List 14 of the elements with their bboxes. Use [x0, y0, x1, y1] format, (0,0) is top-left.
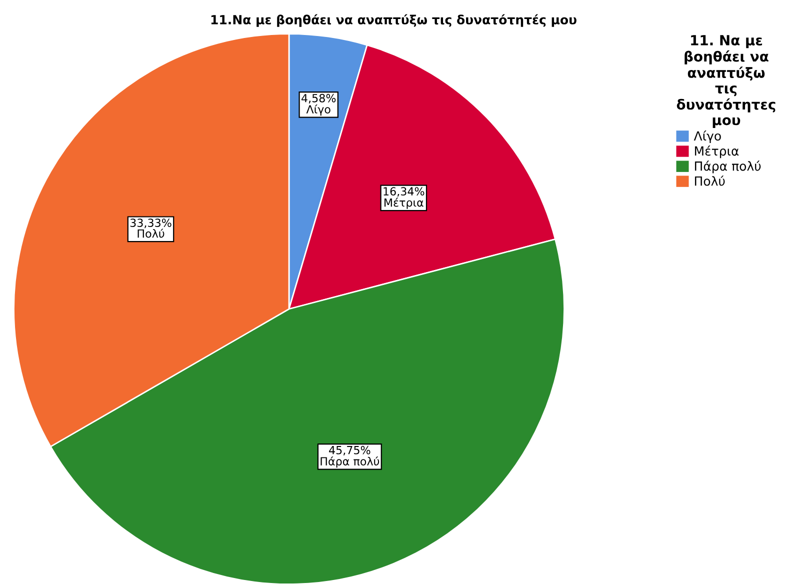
- legend-label: Μέτρια: [694, 146, 739, 158]
- data-label: 33,33%: [130, 218, 172, 228]
- slice-label: Μέτρια: [384, 198, 424, 209]
- legend-label: Πολύ: [694, 176, 725, 186]
- data-label: 16,34%: [384, 187, 424, 197]
- data-label: 45,75%: [329, 446, 370, 456]
- slice-label: Πολύ: [138, 228, 164, 238]
- legend-title: 11. Να με βοηθάει να αναπτύξω τις δυνατότητες μου: [676, 35, 776, 128]
- slice-label: Λίγο: [306, 104, 330, 116]
- slice-label: Πάρα πολύ: [320, 456, 380, 468]
- legend-label: Πάρα πολύ: [694, 160, 761, 174]
- legend-label: Λίγο: [694, 130, 721, 144]
- chart-title: 11.Να με βοηθάει να αναπτύξω τις δυνατότητές μου: [211, 14, 576, 27]
- data-label: 4,58%: [301, 94, 336, 104]
